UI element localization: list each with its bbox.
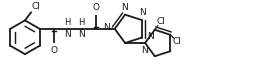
- Text: Cl: Cl: [157, 17, 166, 26]
- Text: O: O: [92, 3, 99, 12]
- Text: N: N: [103, 23, 110, 32]
- Text: N: N: [121, 3, 128, 12]
- Text: H: H: [79, 18, 85, 27]
- Text: Cl: Cl: [32, 2, 41, 11]
- Text: H: H: [64, 18, 71, 27]
- Text: Cl: Cl: [173, 37, 181, 46]
- Text: O: O: [50, 46, 57, 55]
- Text: N: N: [141, 46, 148, 55]
- Text: N: N: [139, 8, 146, 17]
- Text: N: N: [64, 30, 71, 39]
- Text: N: N: [78, 30, 85, 39]
- Text: N: N: [147, 32, 154, 41]
